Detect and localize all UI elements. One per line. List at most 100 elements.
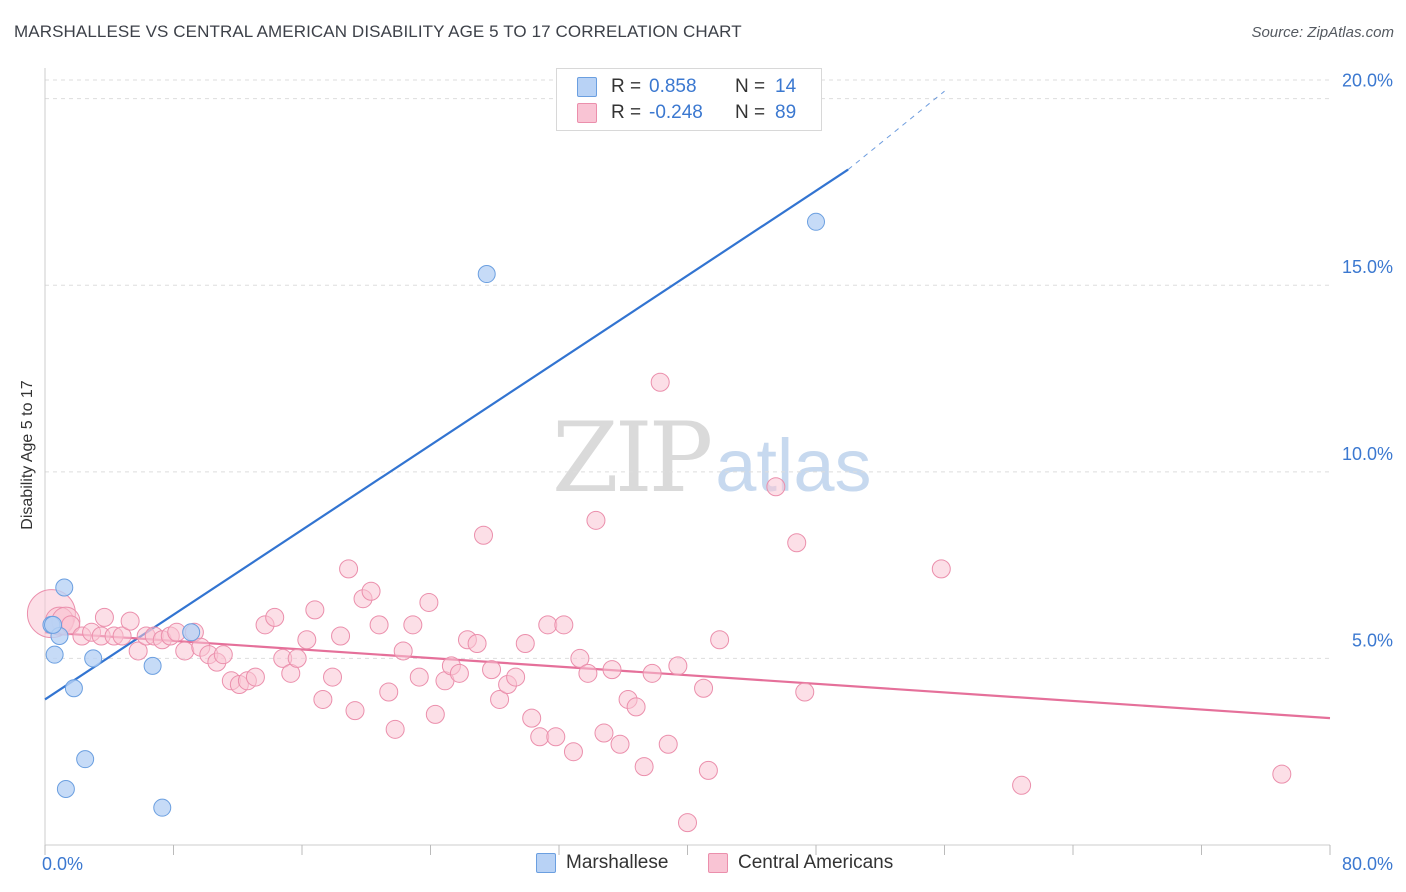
watermark-atlas: atlas [715, 424, 872, 507]
point-central-americans [602, 660, 622, 680]
point-central-americans [425, 704, 445, 724]
point-central-americans [658, 734, 678, 754]
watermark: ZIPatlas [552, 402, 872, 514]
x-tick-label: 0.0% [42, 854, 83, 874]
point-central-americans [379, 682, 399, 702]
point-central-americans [245, 667, 265, 687]
legend-swatch-marshallese [577, 77, 597, 97]
point-central-americans [175, 641, 195, 661]
point-central-americans [331, 626, 351, 646]
point-marshallese [84, 649, 103, 668]
point-central-americans [287, 648, 307, 668]
point-central-americans [490, 689, 510, 709]
legend-row-central-americans: R = -0.248 N = 89 [577, 101, 796, 125]
point-central-americans [931, 559, 951, 579]
point-marshallese [76, 750, 95, 769]
legend-n-label: N = [735, 102, 766, 123]
tick-labels: 5.0% 10.0% 15.0% 20.0% 0.0% 80.0% [42, 71, 1393, 874]
point-central-americans [610, 734, 630, 754]
x-tick-label: 80.0% [1342, 854, 1393, 874]
point-central-americans [554, 615, 574, 635]
point-central-americans [642, 663, 662, 683]
bottom-legend-label-central-americans: Central Americans [738, 852, 894, 873]
bottom-legend-swatch-marshallese [536, 853, 556, 873]
trend-line-marshallese-extension [847, 90, 945, 170]
chart-title: MARSHALLESE VS CENTRAL AMERICAN DISABILI… [14, 22, 742, 41]
point-central-americans [339, 559, 359, 579]
legend-row-marshallese: R = 0.858 N = 14 [577, 75, 796, 99]
legend-r-value: 0.858 [649, 76, 697, 97]
point-central-americans [626, 697, 646, 717]
point-marshallese [477, 265, 496, 284]
point-central-americans [323, 667, 343, 687]
y-tick-label: 20.0% [1342, 71, 1393, 91]
point-central-americans [403, 615, 423, 635]
watermark-zip: ZIP [552, 402, 713, 514]
point-central-americans [297, 630, 317, 650]
point-central-americans [787, 533, 807, 553]
point-marshallese [55, 578, 74, 597]
point-central-americans [419, 592, 439, 612]
axes [44, 68, 1331, 855]
correlation-legend: R = 0.858 N = 14 R = -0.248 N = 89 [556, 68, 822, 131]
point-central-americans [694, 678, 714, 698]
point-central-americans [409, 667, 429, 687]
point-central-americans [522, 708, 542, 728]
y-axis-label: Disability Age 5 to 17 [19, 380, 36, 530]
trend-line-marshallese [44, 168, 849, 701]
point-marshallese [45, 645, 64, 664]
point-central-americans [361, 581, 381, 601]
point-central-americans [482, 660, 502, 680]
bottom-legend-central-americans: Central Americans [708, 852, 893, 874]
point-central-americans [795, 682, 815, 702]
point-central-americans [474, 525, 494, 545]
point-central-americans [563, 742, 583, 762]
point-central-americans [369, 615, 389, 635]
point-central-americans [305, 600, 325, 620]
point-central-americans [546, 727, 566, 747]
data-points [26, 212, 1292, 833]
point-central-americans [449, 663, 469, 683]
point-central-americans [393, 641, 413, 661]
point-central-americans [578, 663, 598, 683]
point-marshallese [56, 780, 75, 799]
chart-source: Source: ZipAtlas.com [1251, 24, 1394, 41]
point-marshallese [153, 798, 172, 817]
point-central-americans [213, 645, 233, 665]
bottom-legend-label-marshallese: Marshallese [566, 852, 669, 873]
legend-r-value: -0.248 [649, 102, 703, 123]
trend-line-central-americans [44, 631, 1331, 720]
point-central-americans [698, 760, 718, 780]
point-central-americans [515, 633, 535, 653]
legend-r-label: R = [611, 76, 642, 97]
point-marshallese [44, 615, 63, 634]
point-marshallese [807, 212, 825, 231]
point-central-americans [650, 372, 670, 392]
legend-r-label: R = [611, 102, 642, 123]
point-central-americans [594, 723, 614, 743]
y-tick-label: 5.0% [1352, 630, 1393, 650]
point-central-americans [94, 607, 114, 627]
bottom-legend-marshallese: Marshallese [536, 852, 668, 874]
point-central-americans [1012, 775, 1032, 795]
point-central-americans [766, 477, 786, 497]
legend-n-label: N = [735, 76, 766, 97]
point-central-americans [530, 727, 550, 747]
point-central-americans [120, 611, 140, 631]
trend-lines [44, 90, 1331, 720]
point-central-americans [467, 633, 487, 653]
point-central-americans [265, 607, 285, 627]
point-marshallese [143, 656, 162, 675]
point-marshallese [182, 623, 201, 642]
point-central-americans [112, 626, 132, 646]
y-tick-label: 15.0% [1342, 257, 1393, 277]
point-central-americans [538, 615, 558, 635]
point-central-americans [710, 630, 730, 650]
point-central-americans [128, 641, 148, 661]
point-central-americans [668, 656, 688, 676]
legend-n-value: 89 [775, 102, 797, 123]
point-central-americans [385, 719, 405, 739]
point-central-americans [1272, 764, 1292, 784]
point-central-americans [634, 757, 654, 777]
